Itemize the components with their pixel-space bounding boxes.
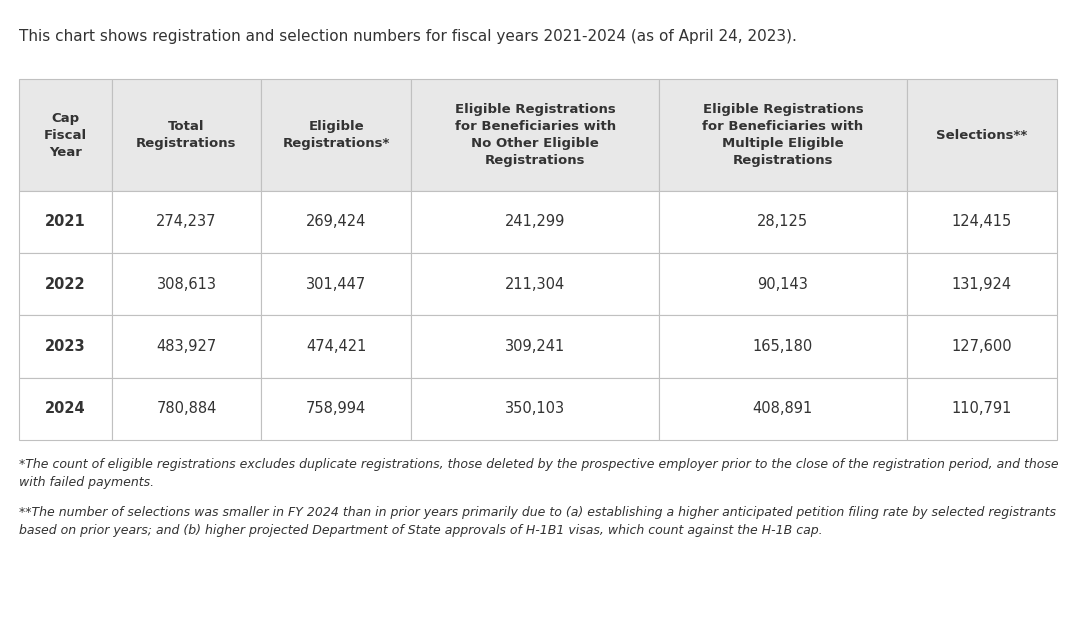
Text: 131,924: 131,924 — [951, 277, 1011, 292]
Bar — [907, 191, 1057, 253]
Bar — [411, 253, 659, 315]
Text: 474,421: 474,421 — [307, 339, 367, 354]
Bar — [659, 80, 907, 191]
Bar — [112, 80, 261, 191]
Bar — [411, 80, 659, 191]
Bar — [112, 378, 261, 440]
Bar — [19, 253, 112, 315]
Bar — [659, 378, 907, 440]
Text: 110,791: 110,791 — [951, 401, 1011, 417]
Text: **The number of selections was smaller in FY 2024 than in prior years primarily : **The number of selections was smaller i… — [19, 506, 1057, 537]
Text: 28,125: 28,125 — [758, 214, 808, 230]
Text: 90,143: 90,143 — [758, 277, 808, 292]
Text: 2024: 2024 — [45, 401, 86, 417]
Bar — [19, 378, 112, 440]
Text: 483,927: 483,927 — [156, 339, 216, 354]
Text: 165,180: 165,180 — [753, 339, 813, 354]
Text: Selections**: Selections** — [936, 128, 1028, 142]
Text: 301,447: 301,447 — [307, 277, 367, 292]
Bar — [19, 315, 112, 378]
Text: *The count of eligible registrations excludes duplicate registrations, those del: *The count of eligible registrations exc… — [19, 458, 1059, 489]
Text: 309,241: 309,241 — [505, 339, 565, 354]
Bar — [907, 253, 1057, 315]
Text: 758,994: 758,994 — [307, 401, 367, 417]
Text: 2022: 2022 — [45, 277, 86, 292]
Text: 308,613: 308,613 — [156, 277, 216, 292]
Text: 350,103: 350,103 — [505, 401, 565, 417]
Bar — [659, 253, 907, 315]
Bar — [659, 191, 907, 253]
Text: 211,304: 211,304 — [505, 277, 565, 292]
Bar — [261, 253, 411, 315]
Text: 408,891: 408,891 — [753, 401, 813, 417]
Bar — [411, 191, 659, 253]
Text: Total
Registrations: Total Registrations — [137, 120, 237, 150]
Text: 241,299: 241,299 — [505, 214, 565, 230]
Text: Eligible
Registrations*: Eligible Registrations* — [283, 120, 390, 150]
Bar — [19, 191, 112, 253]
Text: Cap
Fiscal
Year: Cap Fiscal Year — [44, 112, 87, 158]
Text: 124,415: 124,415 — [951, 214, 1011, 230]
Text: Eligible Registrations
for Beneficiaries with
No Other Eligible
Registrations: Eligible Registrations for Beneficiaries… — [454, 103, 615, 167]
Bar — [261, 378, 411, 440]
Text: This chart shows registration and selection numbers for fiscal years 2021-2024 (: This chart shows registration and select… — [19, 29, 797, 44]
Bar — [112, 191, 261, 253]
Text: 274,237: 274,237 — [156, 214, 216, 230]
Bar — [261, 80, 411, 191]
Bar — [112, 315, 261, 378]
Bar — [261, 315, 411, 378]
Text: 780,884: 780,884 — [156, 401, 216, 417]
Bar — [907, 315, 1057, 378]
Bar — [411, 378, 659, 440]
Text: 127,600: 127,600 — [951, 339, 1013, 354]
Text: Eligible Registrations
for Beneficiaries with
Multiple Eligible
Registrations: Eligible Registrations for Beneficiaries… — [703, 103, 863, 167]
Text: 2021: 2021 — [45, 214, 86, 230]
Bar — [19, 80, 112, 191]
Text: 269,424: 269,424 — [307, 214, 367, 230]
Bar — [112, 253, 261, 315]
Bar — [261, 191, 411, 253]
Bar — [411, 315, 659, 378]
Bar — [659, 315, 907, 378]
Bar — [907, 378, 1057, 440]
Text: 2023: 2023 — [45, 339, 86, 354]
Bar — [907, 80, 1057, 191]
